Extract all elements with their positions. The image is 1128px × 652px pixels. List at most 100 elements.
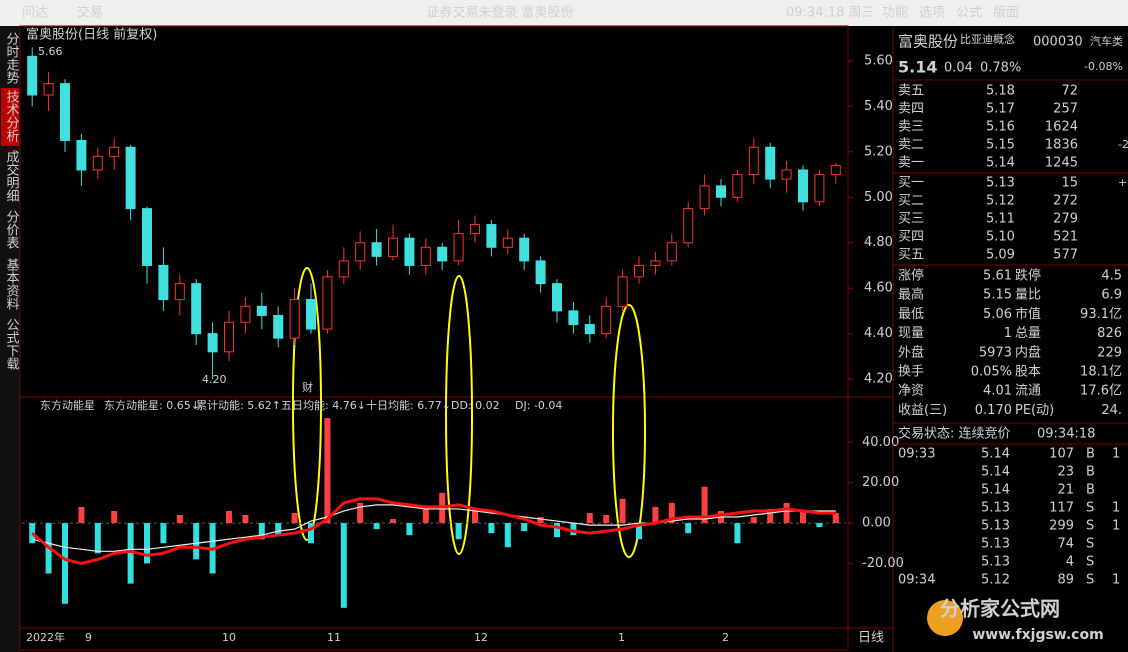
trade-price: 5.13	[981, 555, 1010, 570]
trade-count: 1	[1112, 447, 1120, 462]
indicator-bar	[832, 512, 839, 524]
stat-label: 股本	[1015, 365, 1041, 380]
x-tick-label: 2022年	[26, 630, 65, 644]
watermark-title: 分析家公式网	[940, 597, 1060, 621]
indicator-bar	[767, 508, 774, 524]
indicator-bar	[603, 515, 610, 524]
candle-body	[76, 139, 87, 171]
indicator-bar	[275, 523, 282, 536]
candle-body	[322, 276, 333, 330]
menu-item[interactable]: 交易	[77, 5, 103, 21]
watermark-url: www.fxjgsw.com	[972, 627, 1103, 643]
menu-bar	[0, 0, 1128, 26]
stat-label: 净资	[898, 384, 924, 399]
indicator-bar	[62, 523, 68, 604]
y-tick-label: 0.00	[862, 516, 891, 531]
stock-name: 富奥股份	[898, 33, 958, 51]
indicator-label: 累计动能: 5.62↑	[196, 398, 281, 412]
indicator-bar	[472, 510, 478, 524]
book-price: 5.12	[986, 194, 1015, 209]
candle-body	[634, 264, 644, 278]
trade-side: S	[1086, 519, 1094, 534]
indicator-bar	[308, 523, 314, 544]
trade-price: 5.13	[981, 537, 1010, 552]
stat-value: 5.15	[983, 288, 1012, 303]
indicator-bar	[258, 523, 265, 540]
indicator-bar	[160, 523, 167, 544]
trade-volume: 4	[1066, 555, 1074, 570]
trade-volume: 74	[1057, 537, 1074, 552]
stock-code: 000030	[1033, 35, 1083, 50]
indicator-bar	[619, 498, 626, 524]
trade-side: B	[1086, 483, 1095, 498]
indicator-bar	[29, 523, 36, 544]
indicator-bar	[701, 486, 708, 524]
book-label: 卖三	[898, 120, 924, 135]
book-volume: 72	[1061, 84, 1078, 99]
trade-count: 1	[1112, 519, 1120, 534]
tab[interactable]: 技术分析	[4, 90, 20, 142]
candle-body	[43, 83, 54, 96]
candle-body	[617, 276, 628, 307]
trade-side: S	[1086, 573, 1094, 588]
tab[interactable]: 成交明细	[4, 150, 20, 202]
candle-body	[470, 224, 480, 235]
menu-item[interactable]: 问达	[22, 6, 48, 21]
book-label: 买一	[898, 176, 924, 191]
trade-side: B	[1086, 447, 1095, 462]
x-tick-label: 2	[722, 631, 729, 644]
pct: 0.78%	[980, 61, 1021, 76]
indicator-bar	[176, 515, 183, 524]
tab[interactable]: 公式下载	[4, 318, 20, 371]
trade-price: 5.14	[981, 447, 1010, 462]
stat-value: 6.9	[1101, 288, 1122, 303]
indicator-bar	[652, 506, 659, 524]
trade-volume: 89	[1057, 573, 1074, 588]
indicator-bar	[193, 523, 200, 560]
watermark-logo	[927, 600, 963, 636]
candle-body	[781, 169, 792, 180]
stat-value: 93.1亿	[1080, 307, 1122, 322]
indicator-label: 东方动能星: 0.65↓	[104, 398, 200, 412]
stat-label: 流通	[1015, 384, 1041, 399]
candle-body	[109, 146, 120, 157]
trade-price: 5.14	[981, 483, 1010, 498]
indicator-bar	[422, 506, 429, 524]
stat-label: 量比	[1015, 288, 1041, 303]
tab-bar	[0, 26, 20, 652]
indicator-label: 十日均能: 6.77↓	[366, 398, 451, 412]
book-price: 5.15	[986, 138, 1015, 153]
tab[interactable]: 分时走势	[4, 32, 20, 85]
book-volume: 15	[1061, 176, 1078, 191]
candle-body	[830, 164, 841, 176]
indicator-bar	[800, 510, 806, 524]
candle-body	[420, 246, 431, 266]
candle-body	[191, 283, 202, 335]
candle-body	[798, 169, 808, 203]
stat-label: 总量	[1015, 326, 1041, 341]
y-tick-label: 40.00	[862, 435, 899, 450]
candle-body	[142, 208, 152, 266]
candle-body	[158, 264, 169, 301]
period[interactable]: 日线	[858, 631, 884, 646]
menu-item[interactable]: 选项	[919, 6, 945, 21]
trade-volume: 23	[1057, 465, 1074, 480]
indicator-bar	[340, 523, 347, 608]
menu-item[interactable]: 版面	[993, 6, 1019, 21]
tab[interactable]: 分价表	[4, 210, 20, 249]
book-label: 卖二	[898, 138, 924, 153]
stat-value: 826	[1097, 326, 1122, 341]
tab[interactable]: 基本资料	[4, 258, 20, 310]
trade-price: 5.13	[981, 519, 1010, 534]
stat-value: 24.	[1101, 403, 1122, 418]
stat-label: 跌停	[1015, 268, 1041, 284]
trade-volume: 117	[1049, 501, 1074, 516]
book-label: 买四	[898, 230, 924, 245]
candle-body	[338, 260, 349, 278]
highlight	[445, 275, 473, 555]
menu-item[interactable]: 公式	[956, 6, 982, 21]
indicator-bar	[78, 506, 85, 524]
candle-body	[437, 246, 448, 262]
menu-item[interactable]: 功能	[882, 6, 908, 21]
candle-body	[748, 146, 759, 176]
